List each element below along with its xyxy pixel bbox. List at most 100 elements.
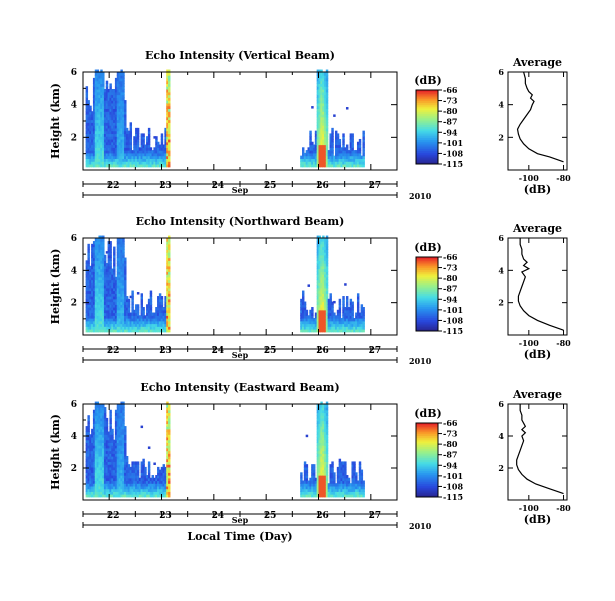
heatmap-cell: [92, 265, 96, 270]
heatmap-cell: [334, 144, 338, 148]
heatmap-cell: [324, 458, 327, 463]
heatmap-cell: [338, 485, 342, 490]
heatmap-cell: [320, 161, 323, 165]
heatmap-cell: [91, 447, 94, 452]
heatmap-cell: [146, 161, 149, 165]
heatmap-cell: [135, 475, 138, 479]
heatmap-cell: [122, 453, 125, 457]
heatmap-cell: [113, 274, 116, 278]
heatmap-cell: [103, 480, 107, 484]
heatmap: [85, 235, 365, 333]
heatmap-cell: [325, 461, 329, 465]
heatmap-cell: [114, 105, 118, 110]
heatmap-cell: [131, 494, 134, 498]
heatmap-cell: [111, 271, 114, 275]
heatmap-cell: [118, 271, 122, 275]
heatmap-cell: [168, 72, 171, 76]
heatmap-cell: [103, 163, 107, 168]
x-tick-label: 22: [107, 181, 120, 191]
heatmap-cell: [116, 447, 120, 452]
heatmap-cell: [325, 407, 329, 411]
heatmap-cell: [300, 315, 303, 319]
heatmap-cell: [355, 326, 358, 330]
heatmap-cell: [313, 494, 316, 498]
heatmap-cell: [114, 122, 118, 126]
heatmap-cell: [114, 287, 118, 292]
heatmap-cell: [98, 315, 101, 319]
heatmap-cell: [100, 318, 103, 322]
heatmap-cell: [92, 152, 96, 157]
heatmap-cell: [300, 318, 303, 322]
heatmap-cell: [91, 287, 94, 292]
heatmap-cell: [114, 83, 118, 87]
heatmap-cell: [362, 318, 365, 322]
heatmap-cell: [85, 318, 89, 322]
heatmap-cell: [138, 485, 142, 490]
heatmap-cell: [322, 409, 325, 414]
heatmap-cell: [322, 326, 325, 330]
heatmap-cell: [111, 434, 114, 438]
heatmap-cell: [142, 307, 145, 311]
heatmap-cell: [342, 144, 345, 148]
heatmap-cell: [325, 105, 329, 110]
heatmap-cell: [85, 105, 89, 110]
heatmap-cell: [320, 152, 323, 157]
heatmap-cell: [164, 130, 167, 135]
heatmap-cell: [168, 80, 171, 85]
heatmap-cell: [92, 326, 96, 330]
heatmap-cell: [168, 86, 171, 90]
average-y-tick-label: 6: [498, 67, 504, 77]
heatmap-cell: [96, 442, 100, 446]
heatmap-cell: [358, 472, 362, 476]
heatmap-cell: [113, 133, 116, 137]
heatmap-cell: [307, 147, 310, 151]
heatmap-cell: [91, 450, 94, 454]
heatmap-cell: [96, 155, 100, 160]
heatmap-cell: [96, 323, 100, 327]
heatmap-cell: [157, 480, 160, 484]
heatmap-cell: [340, 469, 343, 473]
heatmap-cell: [96, 161, 100, 165]
heatmap-cell: [111, 147, 114, 151]
heatmap-cell: [96, 485, 100, 490]
heatmap-cell: [98, 447, 101, 452]
heatmap-cell: [122, 431, 125, 435]
heatmap-cell: [142, 469, 145, 473]
heatmap-cell: [362, 138, 365, 143]
heatmap-cell: [124, 477, 127, 482]
heatmap-cell: [87, 119, 90, 123]
heatmap-cell: [313, 485, 316, 490]
heatmap-cell: [325, 436, 329, 441]
heatmap-cell: [109, 282, 112, 286]
heatmap-cell: [103, 97, 107, 101]
heatmap-cell: [142, 163, 145, 168]
heatmap-cell: [168, 329, 171, 333]
heatmap-cell: [325, 257, 329, 261]
heatmap-cell: [129, 150, 133, 154]
heatmap-cell: [144, 494, 147, 498]
heatmap-cell: [344, 315, 347, 319]
heatmap-cell: [168, 407, 171, 411]
heatmap-cell: [94, 141, 98, 146]
heatmap-cell: [355, 155, 358, 160]
heatmap-cell: [324, 426, 327, 430]
heatmap-cell: [144, 326, 147, 330]
heatmap-cell: [138, 491, 142, 495]
heatmap-cell: [111, 461, 114, 465]
heatmap-cell: [103, 469, 107, 473]
heatmap-cell: [320, 265, 323, 270]
heatmap-cell: [127, 494, 131, 498]
heatmap-cell: [336, 329, 340, 333]
heatmap-cell: [168, 434, 171, 438]
heatmap-cell: [142, 144, 145, 148]
heatmap-cell: [105, 163, 109, 168]
heatmap-cell: [345, 158, 349, 162]
heatmap-cell: [360, 477, 364, 482]
heatmap-cell: [166, 274, 169, 278]
heatmap-cell: [105, 320, 109, 325]
heatmap-cell: [91, 271, 94, 275]
heatmap-cell: [147, 147, 151, 151]
heatmap-cell: [85, 265, 89, 270]
heatmap-cell: [103, 450, 107, 454]
heatmap-cell: [87, 318, 90, 322]
